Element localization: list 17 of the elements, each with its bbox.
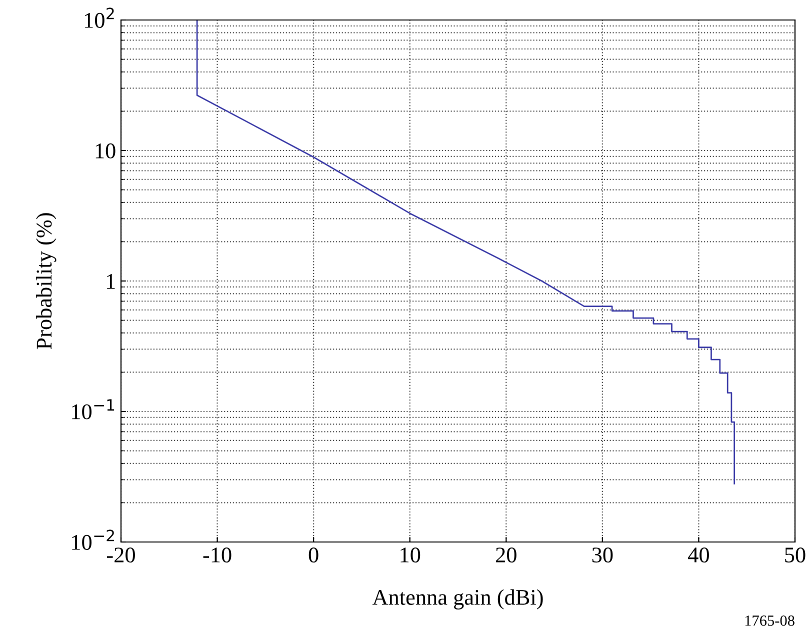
x-tick-label: -20 <box>107 548 135 562</box>
x-tick-label: 30 <box>592 548 613 562</box>
text: 1765-08 <box>745 616 794 626</box>
y-tick-label: 1 <box>106 274 115 289</box>
x-tick-label: 20 <box>496 548 516 562</box>
x-tick-label: 10 <box>400 548 420 562</box>
line-series <box>196 20 736 484</box>
y-axis-title: Probability (%) <box>36 213 56 350</box>
y-tick-label: 10$^{2}$ <box>84 8 114 28</box>
x-axis-title: Antenna gain (dBi) <box>372 589 543 610</box>
y-tick-label: 10$^{−1}$ <box>72 399 114 420</box>
x-tick-label: 50 <box>785 548 806 562</box>
y-tick-label: 10 <box>96 143 116 158</box>
x-tick-label: 40 <box>688 548 709 562</box>
y-tick-label: 10$^{−2}$ <box>72 530 114 550</box>
x-tick-label: -10 <box>203 548 232 562</box>
x-tick-label: 0 <box>308 548 318 562</box>
